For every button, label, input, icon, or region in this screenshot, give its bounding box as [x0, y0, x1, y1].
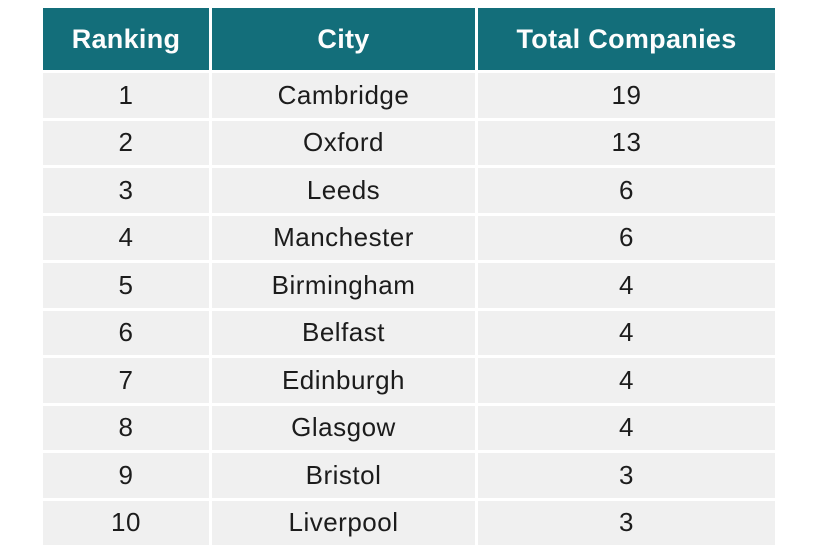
cell-total-companies: 3 — [478, 453, 775, 498]
cell-city: Bristol — [212, 453, 475, 498]
cell-ranking: 8 — [43, 405, 209, 450]
cell-city: Oxford — [212, 120, 475, 165]
ranking-table: Ranking City Total Companies 1 Cambridge… — [43, 8, 775, 545]
cell-total-companies: 4 — [478, 358, 775, 403]
cell-ranking: 10 — [43, 500, 209, 545]
cell-ranking: 6 — [43, 310, 209, 355]
cell-city: Leeds — [212, 168, 475, 213]
cell-total-companies: 13 — [478, 120, 775, 165]
cell-ranking: 9 — [43, 453, 209, 498]
cell-city: Liverpool — [212, 500, 475, 545]
cell-ranking: 7 — [43, 358, 209, 403]
cell-total-companies: 4 — [478, 310, 775, 355]
cell-city: Edinburgh — [212, 358, 475, 403]
cell-city: Glasgow — [212, 405, 475, 450]
cell-ranking: 1 — [43, 73, 209, 118]
cell-ranking: 4 — [43, 215, 209, 260]
cell-ranking: 5 — [43, 263, 209, 308]
cell-ranking: 3 — [43, 168, 209, 213]
cell-city: Birmingham — [212, 263, 475, 308]
header-cell-city: City — [212, 8, 475, 70]
header-cell-total-companies: Total Companies — [478, 8, 775, 70]
cell-city: Manchester — [212, 215, 475, 260]
cell-city: Belfast — [212, 310, 475, 355]
cell-city: Cambridge — [212, 73, 475, 118]
cell-total-companies: 3 — [478, 500, 775, 545]
cell-total-companies: 4 — [478, 405, 775, 450]
cell-ranking: 2 — [43, 120, 209, 165]
cell-total-companies: 4 — [478, 263, 775, 308]
cell-total-companies: 19 — [478, 73, 775, 118]
cell-total-companies: 6 — [478, 168, 775, 213]
cell-total-companies: 6 — [478, 215, 775, 260]
header-cell-ranking: Ranking — [43, 8, 209, 70]
